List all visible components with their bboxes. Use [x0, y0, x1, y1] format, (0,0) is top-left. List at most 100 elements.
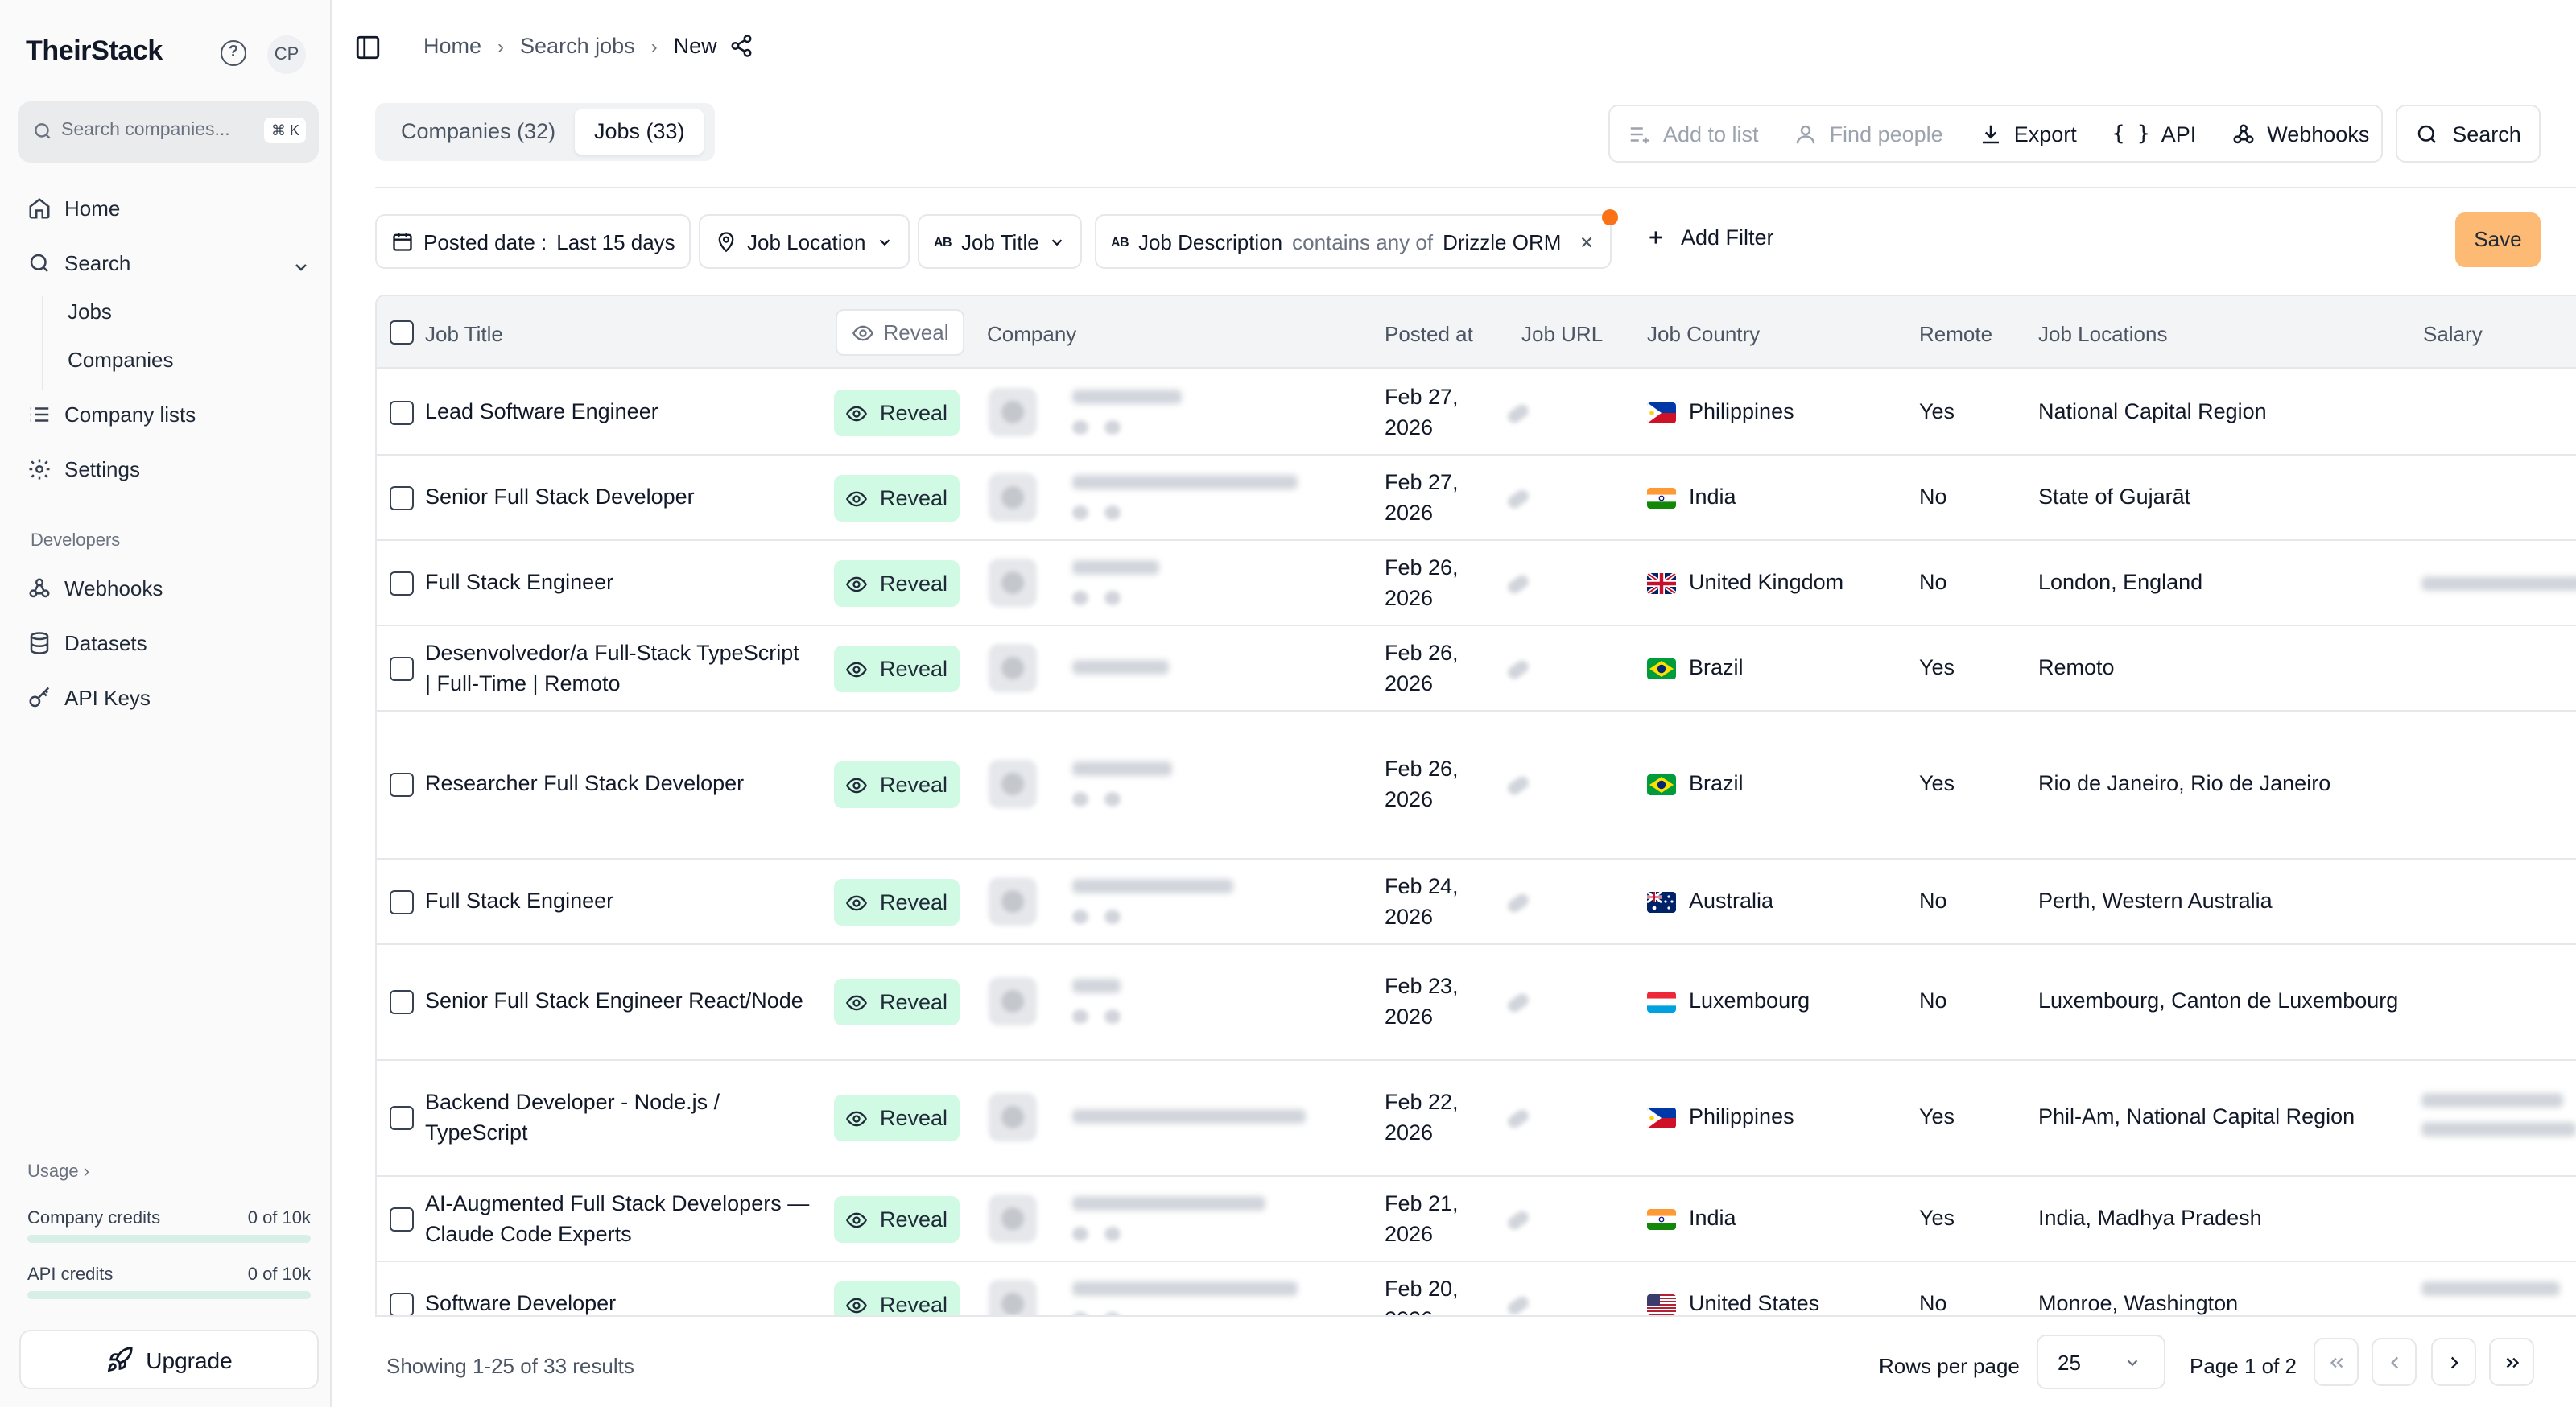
sidebar-item-company-lists[interactable]: Company lists — [27, 402, 196, 427]
table-row[interactable]: Full Stack Engineer Reveal Feb 24, 2026 A… — [377, 860, 2576, 945]
last-page-button[interactable] — [2489, 1338, 2534, 1386]
job-url-blurred[interactable] — [1505, 1107, 1532, 1131]
row-checkbox[interactable] — [390, 657, 414, 681]
reveal-button[interactable]: Reveal — [834, 879, 960, 926]
column-remote[interactable]: Remote — [1919, 322, 1993, 346]
table-row[interactable]: Software Developer Reveal Feb 20, 2026 Un… — [377, 1262, 2576, 1315]
row-checkbox[interactable] — [390, 486, 414, 510]
sidebar-item-companies[interactable]: Companies — [68, 348, 174, 372]
row-checkbox[interactable] — [390, 890, 414, 914]
breadcrumb-home[interactable]: Home — [423, 34, 482, 58]
row-checkbox[interactable] — [390, 401, 414, 425]
job-url-blurred[interactable] — [1505, 572, 1532, 596]
reveal-button[interactable]: Reveal — [834, 979, 960, 1025]
close-icon[interactable] — [1577, 233, 1595, 250]
table-row[interactable]: Desenvolvedor/a Full-Stack TypeScript | F… — [377, 626, 2576, 712]
job-title[interactable]: Backend Developer - Node.js / TypeScript — [425, 1088, 720, 1148]
sidebar-item-webhooks[interactable]: Webhooks — [27, 576, 163, 600]
company-search-input[interactable]: Search companies... ⌘ K — [18, 101, 319, 163]
column-posted-at[interactable]: Posted at — [1385, 322, 1473, 346]
table-row[interactable]: AI-Augmented Full Stack Developers — Clau… — [377, 1177, 2576, 1262]
reveal-all-button[interactable]: Reveal — [836, 309, 964, 356]
column-job-country[interactable]: Job Country — [1647, 322, 1761, 346]
job-title[interactable]: Lead Software Engineer — [425, 399, 658, 423]
reveal-button[interactable]: Reveal — [834, 761, 960, 808]
job-title[interactable]: Senior Full Stack Developer — [425, 485, 695, 509]
rows-per-page-select[interactable]: 25 — [2037, 1335, 2165, 1389]
reveal-button[interactable]: Reveal — [834, 390, 960, 436]
breadcrumb-search-jobs[interactable]: Search jobs — [520, 34, 635, 58]
job-title[interactable]: Desenvolvedor/a Full-Stack TypeScript | F… — [425, 639, 799, 699]
usage-link[interactable]: Usage › — [27, 1162, 90, 1182]
reveal-button[interactable]: Reveal — [834, 475, 960, 522]
reveal-button[interactable]: Reveal — [834, 1281, 960, 1315]
job-url-blurred[interactable] — [1505, 1294, 1532, 1315]
find-people-button[interactable]: Find people — [1759, 106, 1943, 161]
row-checkbox[interactable] — [390, 773, 414, 797]
table-row[interactable]: Senior Full Stack Developer Reveal Feb 2… — [377, 456, 2576, 541]
job-location-filter[interactable]: Job Location — [699, 214, 910, 269]
column-job-title[interactable]: Job Title — [425, 322, 503, 346]
job-url-blurred[interactable] — [1505, 658, 1532, 682]
next-page-button[interactable] — [2431, 1338, 2476, 1386]
table-row[interactable]: Full Stack Engineer Reveal Feb 26, 2026 U… — [377, 541, 2576, 626]
job-title[interactable]: Software Developer — [425, 1291, 617, 1315]
posted-date-filter[interactable]: Posted date : Last 15 days — [375, 214, 691, 269]
column-company[interactable]: Company — [987, 322, 1077, 346]
row-checkbox[interactable] — [390, 990, 414, 1014]
job-url-blurred[interactable] — [1505, 774, 1532, 798]
add-to-list-button[interactable]: Add to list — [1610, 106, 1759, 161]
row-checkbox[interactable] — [390, 1207, 414, 1232]
reveal-button[interactable]: Reveal — [834, 1196, 960, 1243]
tab-companies[interactable]: Companies (32) — [401, 119, 556, 143]
add-filter-button[interactable]: Add Filter — [1645, 225, 1774, 250]
job-url-blurred[interactable] — [1505, 402, 1532, 426]
table-row[interactable]: Researcher Full Stack Developer Reveal F… — [377, 712, 2576, 860]
webhooks-button[interactable]: Webhooks — [2196, 106, 2369, 161]
job-url-blurred[interactable] — [1505, 1208, 1532, 1232]
save-button[interactable]: Save — [2455, 212, 2541, 267]
job-title-filter[interactable]: AB Job Title — [918, 214, 1083, 269]
chevron-down-icon[interactable] — [291, 258, 311, 277]
sidebar-item-api-keys[interactable]: API Keys — [27, 686, 151, 710]
job-title[interactable]: AI-Augmented Full Stack Developers — Clau… — [425, 1190, 809, 1249]
row-checkbox[interactable] — [390, 571, 414, 596]
job-url-blurred[interactable] — [1505, 891, 1532, 915]
row-checkbox[interactable] — [390, 1293, 414, 1315]
job-title[interactable]: Researcher Full Stack Developer — [425, 771, 745, 795]
avatar[interactable]: CP — [267, 35, 306, 74]
table-row[interactable]: Lead Software Engineer Reveal Feb 27, 202… — [377, 370, 2576, 456]
column-salary[interactable]: Salary — [2423, 322, 2483, 346]
first-page-button[interactable] — [2314, 1338, 2359, 1386]
job-title[interactable]: Senior Full Stack Engineer React/Node — [425, 988, 803, 1013]
brand-logo[interactable]: TheirStack — [26, 35, 163, 66]
sidebar-item-jobs[interactable]: Jobs — [68, 299, 112, 324]
export-button[interactable]: Export — [1943, 106, 2077, 161]
sidebar-toggle-icon[interactable] — [354, 34, 382, 61]
previous-page-button[interactable] — [2372, 1338, 2417, 1386]
column-job-url[interactable]: Job URL — [1521, 322, 1604, 346]
tab-jobs[interactable]: Jobs (33) — [575, 109, 704, 155]
job-url-blurred[interactable] — [1505, 487, 1532, 511]
reveal-button[interactable]: Reveal — [834, 646, 960, 692]
job-title[interactable]: Full Stack Engineer — [425, 570, 614, 594]
upgrade-button[interactable]: Upgrade — [19, 1330, 319, 1389]
help-icon[interactable]: ? — [221, 40, 246, 66]
reveal-button[interactable]: Reveal — [834, 560, 960, 607]
table-row[interactable]: Senior Full Stack Engineer React/Node Re… — [377, 945, 2576, 1061]
job-description-filter[interactable]: AB Job Description contains any of Drizz… — [1095, 214, 1612, 269]
job-url-blurred[interactable] — [1505, 991, 1532, 1015]
select-all-checkbox[interactable] — [390, 320, 414, 345]
api-button[interactable]: { } API — [2077, 106, 2197, 161]
row-checkbox[interactable] — [390, 1106, 414, 1130]
sidebar-item-datasets[interactable]: Datasets — [27, 631, 147, 655]
column-job-locations[interactable]: Job Locations — [2038, 322, 2168, 346]
sidebar-item-search[interactable]: Search — [27, 251, 130, 275]
table-row[interactable]: Backend Developer - Node.js / TypeScript … — [377, 1061, 2576, 1177]
sidebar-item-settings[interactable]: Settings — [27, 457, 140, 481]
search-button[interactable]: Search — [2396, 105, 2541, 163]
reveal-button[interactable]: Reveal — [834, 1095, 960, 1141]
sidebar-item-home[interactable]: Home — [27, 196, 120, 221]
job-title[interactable]: Full Stack Engineer — [425, 889, 614, 913]
share-icon[interactable] — [730, 34, 754, 58]
